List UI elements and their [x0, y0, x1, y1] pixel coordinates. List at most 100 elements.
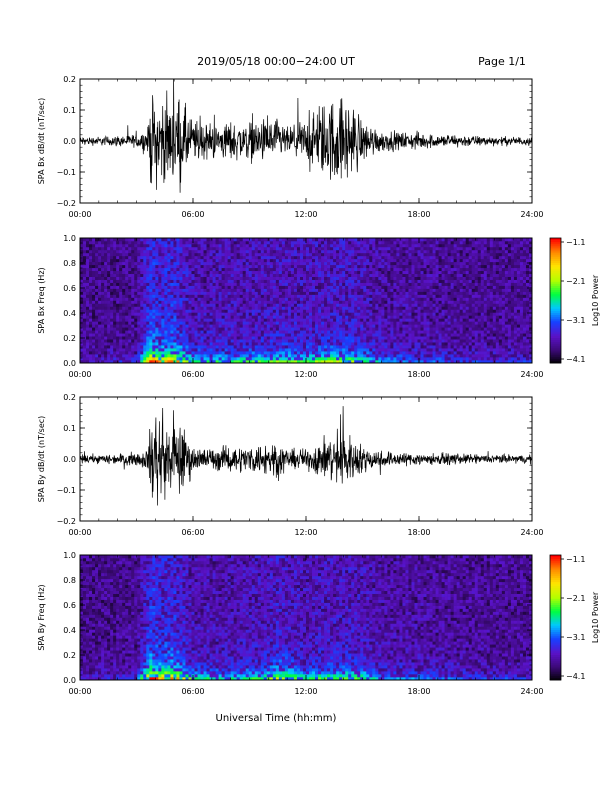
heatmap-cell	[318, 267, 322, 272]
heatmap-cell	[134, 339, 138, 343]
heatmap-cell	[266, 288, 271, 292]
heatmap-cell	[164, 342, 168, 346]
heatmap-cell	[83, 342, 87, 346]
heatmap-cell	[366, 282, 370, 286]
heatmap-cell	[381, 246, 385, 251]
heatmap-cell	[296, 300, 301, 304]
heatmap-cell	[104, 240, 108, 245]
heatmap-cell	[137, 330, 141, 334]
heatmap-cell	[167, 270, 171, 275]
heatmap-cell	[107, 345, 111, 349]
heatmap-cell	[390, 339, 394, 343]
heatmap-cell	[131, 246, 135, 251]
heatmap-cell	[275, 276, 280, 280]
heatmap-cell	[143, 246, 147, 251]
heatmap-cell	[342, 285, 346, 289]
heatmap-cell	[390, 297, 394, 301]
heatmap-cell	[260, 321, 265, 325]
heatmap-cell	[104, 342, 108, 346]
heatmap-cell	[260, 273, 265, 277]
heatmap-cell	[200, 318, 204, 322]
heatmap-cell	[254, 360, 259, 363]
heatmap-cell	[426, 348, 430, 352]
heatmap-cell	[155, 339, 159, 343]
heatmap-cell	[366, 255, 370, 260]
heatmap-cell	[245, 291, 250, 295]
heatmap-cell	[80, 345, 84, 349]
heatmap-cell	[339, 273, 343, 277]
heatmap-cell	[194, 255, 198, 260]
heatmap-cell	[248, 240, 253, 245]
heatmap-cell	[242, 285, 247, 289]
heatmap-cell	[327, 243, 331, 248]
heatmap-cell	[251, 306, 256, 310]
heatmap-cell	[122, 339, 126, 343]
heatmap-cell	[209, 360, 213, 363]
y-axis-label: SPA Bx dB/dt (nT/sec)	[37, 98, 46, 185]
heatmap-cell	[396, 276, 400, 280]
heatmap-cell	[375, 273, 379, 277]
heatmap-cell	[342, 243, 346, 248]
heatmap-cell	[278, 318, 283, 322]
heatmap-cell	[269, 306, 274, 310]
heatmap-cell	[333, 255, 337, 260]
heatmap-cell	[140, 288, 144, 292]
heatmap-cell	[227, 309, 231, 313]
heatmap-cell	[272, 324, 277, 328]
heatmap-cell	[104, 360, 108, 363]
heatmap-cell	[113, 252, 117, 257]
heatmap-cell	[411, 243, 415, 248]
heatmap-cell	[372, 348, 376, 352]
heatmap-cell	[390, 318, 394, 322]
heatmap-cell	[239, 324, 244, 328]
heatmap-cell	[173, 306, 177, 310]
heatmap-cell	[167, 243, 171, 248]
heatmap-cell	[399, 345, 403, 349]
heatmap-cell	[164, 291, 168, 295]
heatmap-cell	[306, 357, 310, 361]
heatmap-cell	[396, 354, 400, 358]
heatmap-cell	[423, 318, 427, 322]
heatmap-cell	[387, 270, 391, 275]
heatmap-cell	[155, 312, 159, 316]
heatmap-cell	[366, 303, 370, 307]
heatmap-cell	[236, 342, 240, 346]
heatmap-cell	[351, 276, 355, 280]
heatmap-cell	[95, 273, 99, 277]
heatmap-cell	[188, 276, 192, 280]
heatmap-cell	[426, 327, 430, 331]
heatmap-cell	[324, 249, 328, 254]
heatmap-cell	[194, 294, 198, 298]
heatmap-cell	[257, 249, 262, 254]
heatmap-cell	[209, 270, 213, 275]
heatmap-cell	[221, 285, 225, 289]
heatmap-cell	[218, 318, 222, 322]
heatmap-cell	[402, 270, 406, 275]
heatmap-cell	[107, 291, 111, 295]
heatmap-cell	[369, 238, 373, 242]
heatmap-cell	[248, 294, 253, 298]
heatmap-cell	[321, 270, 325, 275]
heatmap-cell	[339, 243, 343, 248]
heatmap-cell	[86, 238, 90, 242]
heatmap-cell	[110, 306, 114, 310]
heatmap-cell	[140, 291, 144, 295]
heatmap-cell	[408, 351, 412, 355]
heatmap-cell	[113, 270, 117, 275]
heatmap-cell	[263, 333, 268, 337]
heatmap-cell	[351, 300, 355, 304]
heatmap-cell	[89, 348, 93, 352]
heatmap-cell	[318, 345, 322, 349]
heatmap-cell	[185, 303, 189, 307]
heatmap-cell	[143, 276, 147, 280]
heatmap-cell	[263, 264, 268, 269]
heatmap-cell	[95, 330, 99, 334]
heatmap-cell	[98, 297, 102, 301]
heatmap-cell	[89, 324, 93, 328]
heatmap-cell	[312, 360, 316, 363]
heatmap-cell	[348, 261, 352, 266]
heatmap-cell	[212, 345, 216, 349]
heatmap-cell	[122, 252, 126, 257]
heatmap-cell	[375, 336, 379, 340]
heatmap-cell	[221, 357, 225, 361]
